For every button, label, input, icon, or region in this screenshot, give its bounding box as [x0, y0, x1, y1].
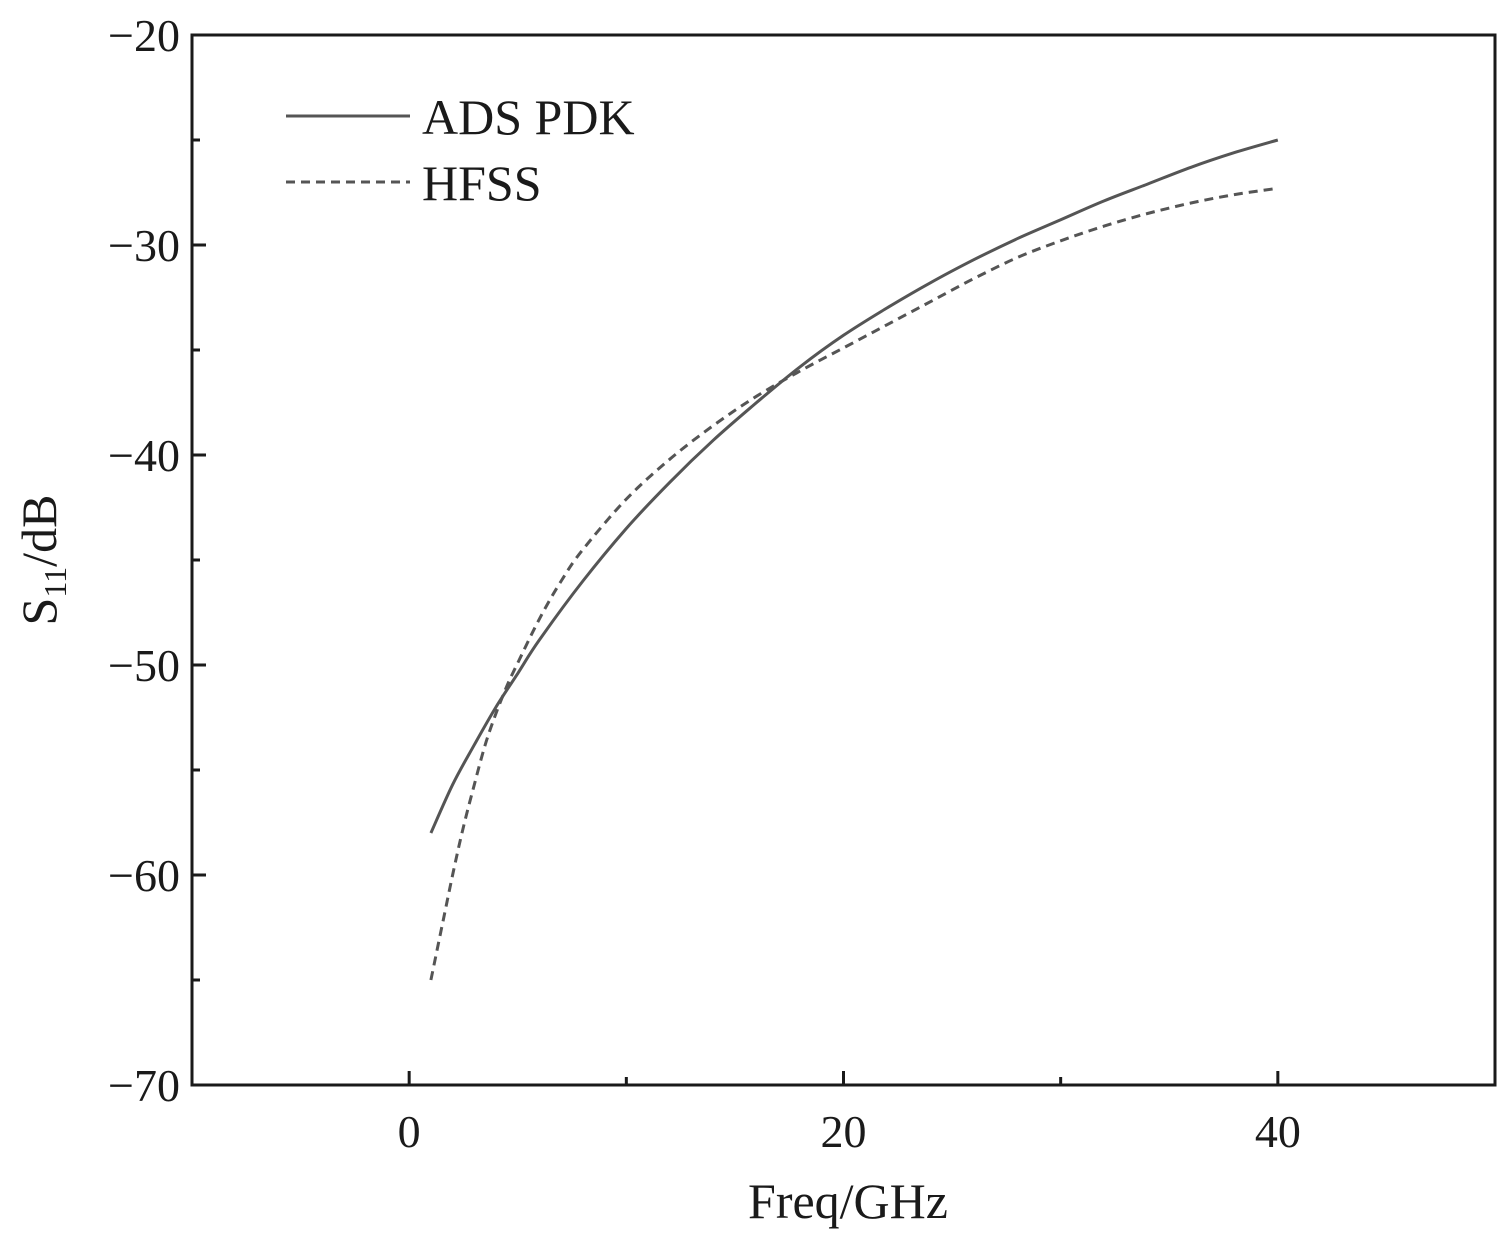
- series-layer: [429, 138, 1279, 981]
- y-tick-label: −20: [108, 10, 180, 61]
- x-axis-label: Freq/GHz: [748, 1173, 948, 1229]
- series-line-hfss: [429, 186, 1279, 981]
- y-axis-label-unit: /dB: [11, 495, 67, 567]
- legend-label-hfss: HFSS: [422, 155, 542, 211]
- legend-label-ads-pdk: ADS PDK: [422, 89, 635, 145]
- y-tick-label: −70: [108, 1060, 180, 1111]
- axis-ticks: −70 −60 −50 −40 −30 −20 0 20 40: [108, 10, 1301, 1157]
- y-axis-label-subscript: 11: [37, 567, 73, 598]
- plot-frame: [190, 33, 1497, 1087]
- x-tick-label: 40: [1255, 1106, 1301, 1157]
- y-axis-label: S11/dB: [11, 495, 73, 626]
- y-tick-label: −30: [108, 220, 180, 271]
- x-tick-label: 0: [398, 1106, 421, 1157]
- y-tick-label: −50: [108, 640, 180, 691]
- series-line-ads-pdk: [429, 138, 1279, 834]
- x-tick-label: 20: [821, 1106, 867, 1157]
- y-tick-label: −40: [108, 430, 180, 481]
- y-tick-label: −60: [108, 850, 180, 901]
- y-axis-label-main: S: [11, 598, 67, 626]
- legend: ADS PDK HFSS: [286, 89, 635, 211]
